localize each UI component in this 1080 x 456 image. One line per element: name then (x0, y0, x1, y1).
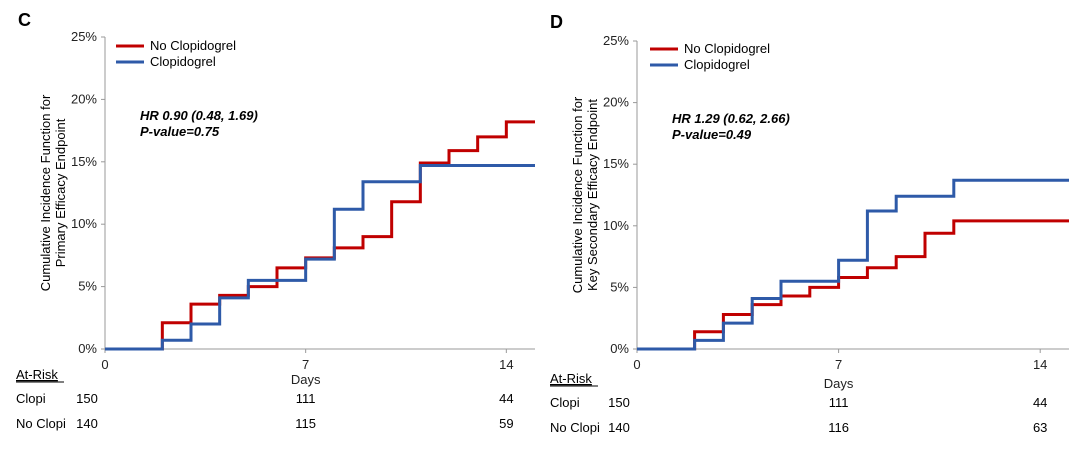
series-line-clopidogrel (105, 164, 535, 351)
x-tick-label: 0 (101, 357, 108, 372)
at-risk-value: 140 (608, 420, 630, 435)
at-risk-value: 59 (499, 416, 513, 431)
panel-letter: C (18, 10, 31, 30)
x-tick-label: 7 (835, 357, 842, 372)
at-risk-row-label: Clopi (550, 395, 580, 410)
y-axis-label: Key Secondary Efficacy Endpoint (585, 99, 600, 291)
y-axis-label: Primary Efficacy Endpoint (53, 118, 68, 267)
series-line-clopidogrel (637, 178, 1069, 351)
at-risk-header: At-Risk (550, 371, 592, 386)
at-risk-row-label: Clopi (16, 391, 46, 406)
at-risk-row-label: No Clopi (550, 420, 600, 435)
x-tick-label: 14 (1033, 357, 1047, 372)
x-tick-label: 0 (633, 357, 640, 372)
at-risk-value: 140 (76, 416, 98, 431)
y-tick-label: 10% (603, 218, 629, 233)
y-tick-label: 25% (71, 29, 97, 44)
series-line-no-clopidogrel (637, 219, 1069, 351)
y-tick-label: 5% (610, 279, 629, 294)
at-risk-value: 150 (608, 395, 630, 410)
at-risk-value: 44 (1033, 395, 1047, 410)
y-tick-label: 25% (603, 33, 629, 48)
panel-c: C 0% 5% 10% 15% 20% 25% 0 7 14 Days Cumulative Inci… (16, 10, 535, 431)
panel-letter: D (550, 12, 563, 32)
at-risk-value: 44 (499, 391, 513, 406)
at-risk-value: 111 (296, 391, 316, 406)
y-axis-label: Cumulative Incidence Function for (38, 94, 53, 291)
y-axis-label: Cumulative Incidence Function for (570, 96, 585, 293)
at-risk-value: 63 (1033, 420, 1047, 435)
legend-label-clopidogrel: Clopidogrel (150, 54, 216, 69)
at-risk-value: 116 (828, 420, 849, 435)
y-tick-label: 5% (78, 279, 97, 294)
x-axis-label: Days (824, 376, 854, 391)
x-tick-label: 14 (499, 357, 513, 372)
at-risk-header: At-Risk (16, 367, 58, 382)
hr-annotation: HR 0.90 (0.48, 1.69) (140, 108, 258, 123)
y-tick-label: 0% (78, 341, 97, 356)
x-tick-label: 7 (302, 357, 309, 372)
series-line-no-clopidogrel (105, 120, 535, 351)
legend-label-no-clopidogrel: No Clopidogrel (150, 38, 236, 53)
y-tick-label: 0% (610, 341, 629, 356)
x-axis-label: Days (291, 372, 321, 387)
legend-label-clopidogrel: Clopidogrel (684, 57, 750, 72)
hr-annotation: P-value=0.75 (140, 124, 220, 139)
at-risk-row-label: No Clopi (16, 416, 66, 431)
hr-annotation: HR 1.29 (0.62, 2.66) (672, 111, 790, 126)
legend-label-no-clopidogrel: No Clopidogrel (684, 41, 770, 56)
y-tick-label: 15% (603, 156, 629, 171)
y-tick-label: 10% (71, 216, 97, 231)
y-tick-label: 20% (603, 95, 629, 110)
y-tick-label: 15% (71, 154, 97, 169)
hr-annotation: P-value=0.49 (672, 127, 752, 142)
at-risk-value: 111 (829, 395, 849, 410)
at-risk-value: 115 (295, 416, 316, 431)
y-tick-label: 20% (71, 91, 97, 106)
at-risk-value: 150 (76, 391, 98, 406)
panel-d: D 0% 5% 10% 15% 20% 25% 0 7 14 Days Cumulative Inci… (550, 12, 1069, 435)
